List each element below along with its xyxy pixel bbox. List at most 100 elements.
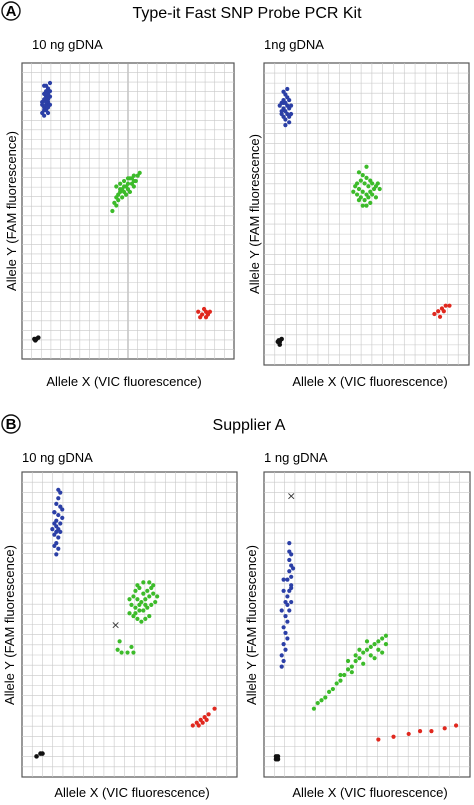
panel-b-header: B Supplier A: [1, 414, 286, 434]
data-point: [356, 186, 362, 192]
data-point: [288, 111, 294, 117]
data-point: [356, 170, 362, 175]
data-point: [137, 602, 142, 607]
data-point: [149, 602, 154, 607]
data-point: [285, 95, 290, 100]
data-point: [281, 577, 286, 582]
data-point: [417, 729, 423, 734]
data-point: [357, 647, 362, 652]
data-point: [338, 678, 343, 683]
data-point: [289, 552, 294, 557]
data-point: [442, 726, 447, 731]
data-point: [147, 613, 152, 619]
data-point: [349, 670, 354, 675]
data-point: [139, 619, 144, 624]
data-point: [114, 184, 119, 189]
data-point: [56, 496, 61, 501]
data-point: [275, 756, 281, 762]
data-point: [362, 181, 367, 186]
data-point: [58, 521, 63, 526]
data-point: [285, 86, 290, 92]
data-point: [281, 100, 286, 105]
data-point: [364, 639, 370, 644]
chart-b-10ng: 10 ng gDNA × Allele X (VIC fluorescence)…: [2, 450, 238, 800]
data-point: [40, 99, 45, 105]
data-point: [190, 723, 195, 728]
data-point: [114, 203, 119, 208]
outlier-marker: ×: [111, 619, 120, 632]
data-point: [360, 173, 365, 178]
data-point: [342, 672, 347, 678]
data-point: [56, 535, 61, 540]
data-point: [364, 164, 369, 169]
data-point: [281, 588, 286, 593]
data-point: [141, 608, 146, 613]
data-point: [145, 588, 150, 593]
data-point: [45, 105, 51, 110]
data-point: [121, 178, 127, 184]
data-point: [383, 642, 389, 647]
outlier-marker: ×: [287, 489, 296, 502]
data-point: [110, 208, 115, 214]
data-point: [147, 594, 152, 599]
data-point: [360, 203, 365, 208]
data-point: [360, 189, 365, 194]
data-point: [125, 650, 130, 655]
data-point: [133, 588, 138, 593]
data-point: [334, 681, 339, 686]
data-point: [372, 642, 377, 647]
data-point: [196, 309, 201, 314]
data-point: [54, 501, 59, 506]
plot-grid: [22, 472, 237, 777]
data-point: [361, 661, 366, 666]
data-point: [47, 89, 53, 94]
data-point: [356, 198, 362, 203]
data-point: [287, 120, 292, 125]
data-point: [203, 315, 209, 320]
data-point: [290, 566, 296, 571]
data-point: [437, 314, 443, 319]
data-point: [353, 184, 358, 189]
data-point: [345, 667, 351, 672]
data-point: [364, 647, 370, 652]
data-point: [354, 192, 360, 197]
data-point: [127, 597, 132, 602]
panel-a-header: A Type-it Fast SNP Probe PCR Kit: [1, 1, 362, 22]
x-axis-label: Allele X (VIC fluorescence): [54, 785, 209, 800]
plot-points: [275, 86, 452, 347]
data-point: [368, 653, 373, 658]
data-point: [279, 664, 284, 669]
data-point: [52, 510, 57, 515]
data-point: [364, 203, 369, 208]
data-point: [56, 546, 61, 551]
panel-a-badge: [1, 1, 21, 21]
panel-a-title: Type-it Fast SNP Probe PCR Kit: [132, 5, 362, 22]
data-point: [58, 529, 63, 535]
data-point: [118, 181, 123, 186]
data-point: [153, 599, 158, 605]
data-point: [127, 189, 133, 195]
data-point: [349, 664, 354, 669]
panel-b-title: Supplier A: [213, 417, 286, 434]
data-point: [287, 541, 292, 546]
data-point: [279, 653, 284, 658]
data-point: [287, 557, 292, 563]
data-point: [40, 751, 45, 756]
data-point: [133, 605, 138, 610]
data-point: [54, 552, 59, 557]
data-point: [279, 109, 284, 114]
data-point: [326, 689, 332, 694]
data-point: [319, 698, 324, 703]
data-point: [353, 653, 358, 658]
chart-title: 10 ng gDNA: [32, 37, 103, 52]
data-point: [125, 176, 131, 181]
data-point: [323, 695, 328, 700]
plot-grid: [264, 472, 470, 777]
data-point: [155, 594, 160, 599]
data-point: [196, 723, 201, 728]
data-point: [285, 594, 290, 599]
data-point: [151, 591, 156, 596]
data-point: [368, 200, 373, 205]
data-point: [285, 619, 290, 624]
